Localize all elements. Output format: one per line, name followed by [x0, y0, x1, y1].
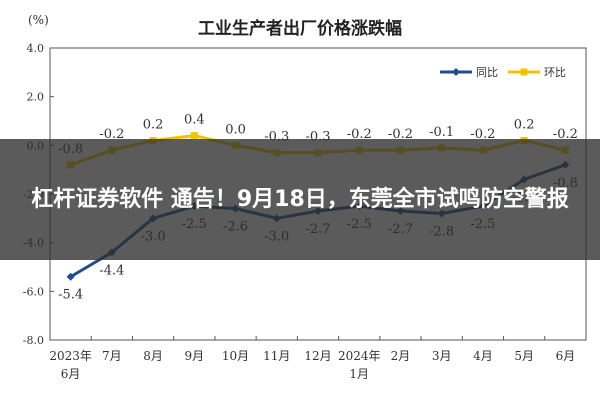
data-label: -0.2: [470, 127, 495, 142]
data-label: -4.4: [99, 263, 124, 278]
legend-label: 同比: [476, 66, 498, 79]
legend-swatch-marker: [452, 68, 460, 76]
data-label: 0.0: [225, 122, 246, 137]
x-tick-labels: 2023年 6月 7月 8月 9月 10月 11月 12月 2024年 1月 2月 3月 4月 5月 6月: [49, 349, 575, 381]
data-label: -0.2: [347, 127, 372, 142]
x-tick-label: 3月: [432, 349, 452, 363]
y-tick-label: -8.0: [23, 334, 44, 347]
x-tick-label: 2月: [391, 349, 411, 363]
legend-swatch-marker: [520, 68, 528, 76]
x-tick-label: 6月: [556, 349, 576, 363]
x-tick-label: 11月: [263, 349, 290, 363]
x-tick-label: 7月: [102, 349, 122, 363]
x-tick-label: 1月: [349, 367, 369, 381]
data-label: 0.4: [184, 113, 205, 128]
data-label: 0.2: [514, 117, 535, 132]
x-tick-label: 10月: [222, 349, 249, 363]
data-label: 0.2: [143, 117, 164, 132]
x-tick-label: 6月: [61, 367, 81, 381]
x-tick-label: 12月: [304, 349, 331, 363]
x-tick-label: 2024年: [338, 349, 381, 363]
x-tick-label: 9月: [184, 349, 204, 363]
data-point: [190, 132, 198, 140]
x-tick-label: 8月: [143, 349, 163, 363]
data-point: [66, 272, 75, 281]
y-tick-label: -6.0: [23, 285, 44, 298]
y-tick-label: 2.0: [27, 91, 45, 104]
x-tick-label: 4月: [473, 349, 493, 363]
y-tick-label: 4.0: [27, 42, 45, 55]
data-label: -0.2: [99, 127, 124, 142]
legend: 同比 环比: [440, 66, 566, 79]
x-tick-label: 2023年: [49, 349, 92, 363]
data-label: -0.1: [429, 125, 454, 140]
legend-label: 环比: [544, 66, 566, 79]
data-label: -0.2: [388, 127, 413, 142]
data-label: -5.4: [58, 288, 83, 303]
data-label: -0.2: [553, 127, 578, 142]
chart-title: 工业生产者出厂价格涨跌幅: [198, 18, 402, 39]
x-tick-label: 5月: [514, 349, 534, 363]
news-headline[interactable]: 杠杆证券软件 通告！9月18日，东莞全市试鸣防空警报: [31, 186, 569, 212]
news-banner[interactable]: 杠杆证券软件 通告！9月18日，东莞全市试鸣防空警报: [0, 139, 600, 260]
y-axis-unit: (%): [28, 13, 49, 27]
